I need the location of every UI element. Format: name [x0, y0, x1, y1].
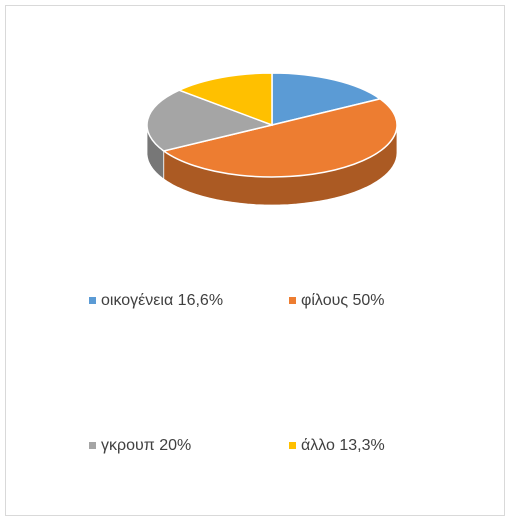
legend-swatch	[289, 442, 296, 449]
legend-label: οικογένεια 16,6%	[101, 292, 223, 309]
pie-slice	[146, 89, 275, 152]
legend-label: φίλους 50%	[301, 292, 385, 309]
pie-slice	[177, 72, 273, 127]
legend-swatch	[289, 297, 296, 304]
legend-swatch	[89, 297, 96, 304]
legend-label: άλλο 13,3%	[301, 437, 385, 454]
legend-label: γκρουπ 20%	[101, 437, 191, 454]
pie-slice	[271, 72, 382, 126]
pie-slice	[161, 98, 398, 178]
legend-swatch	[89, 442, 96, 449]
